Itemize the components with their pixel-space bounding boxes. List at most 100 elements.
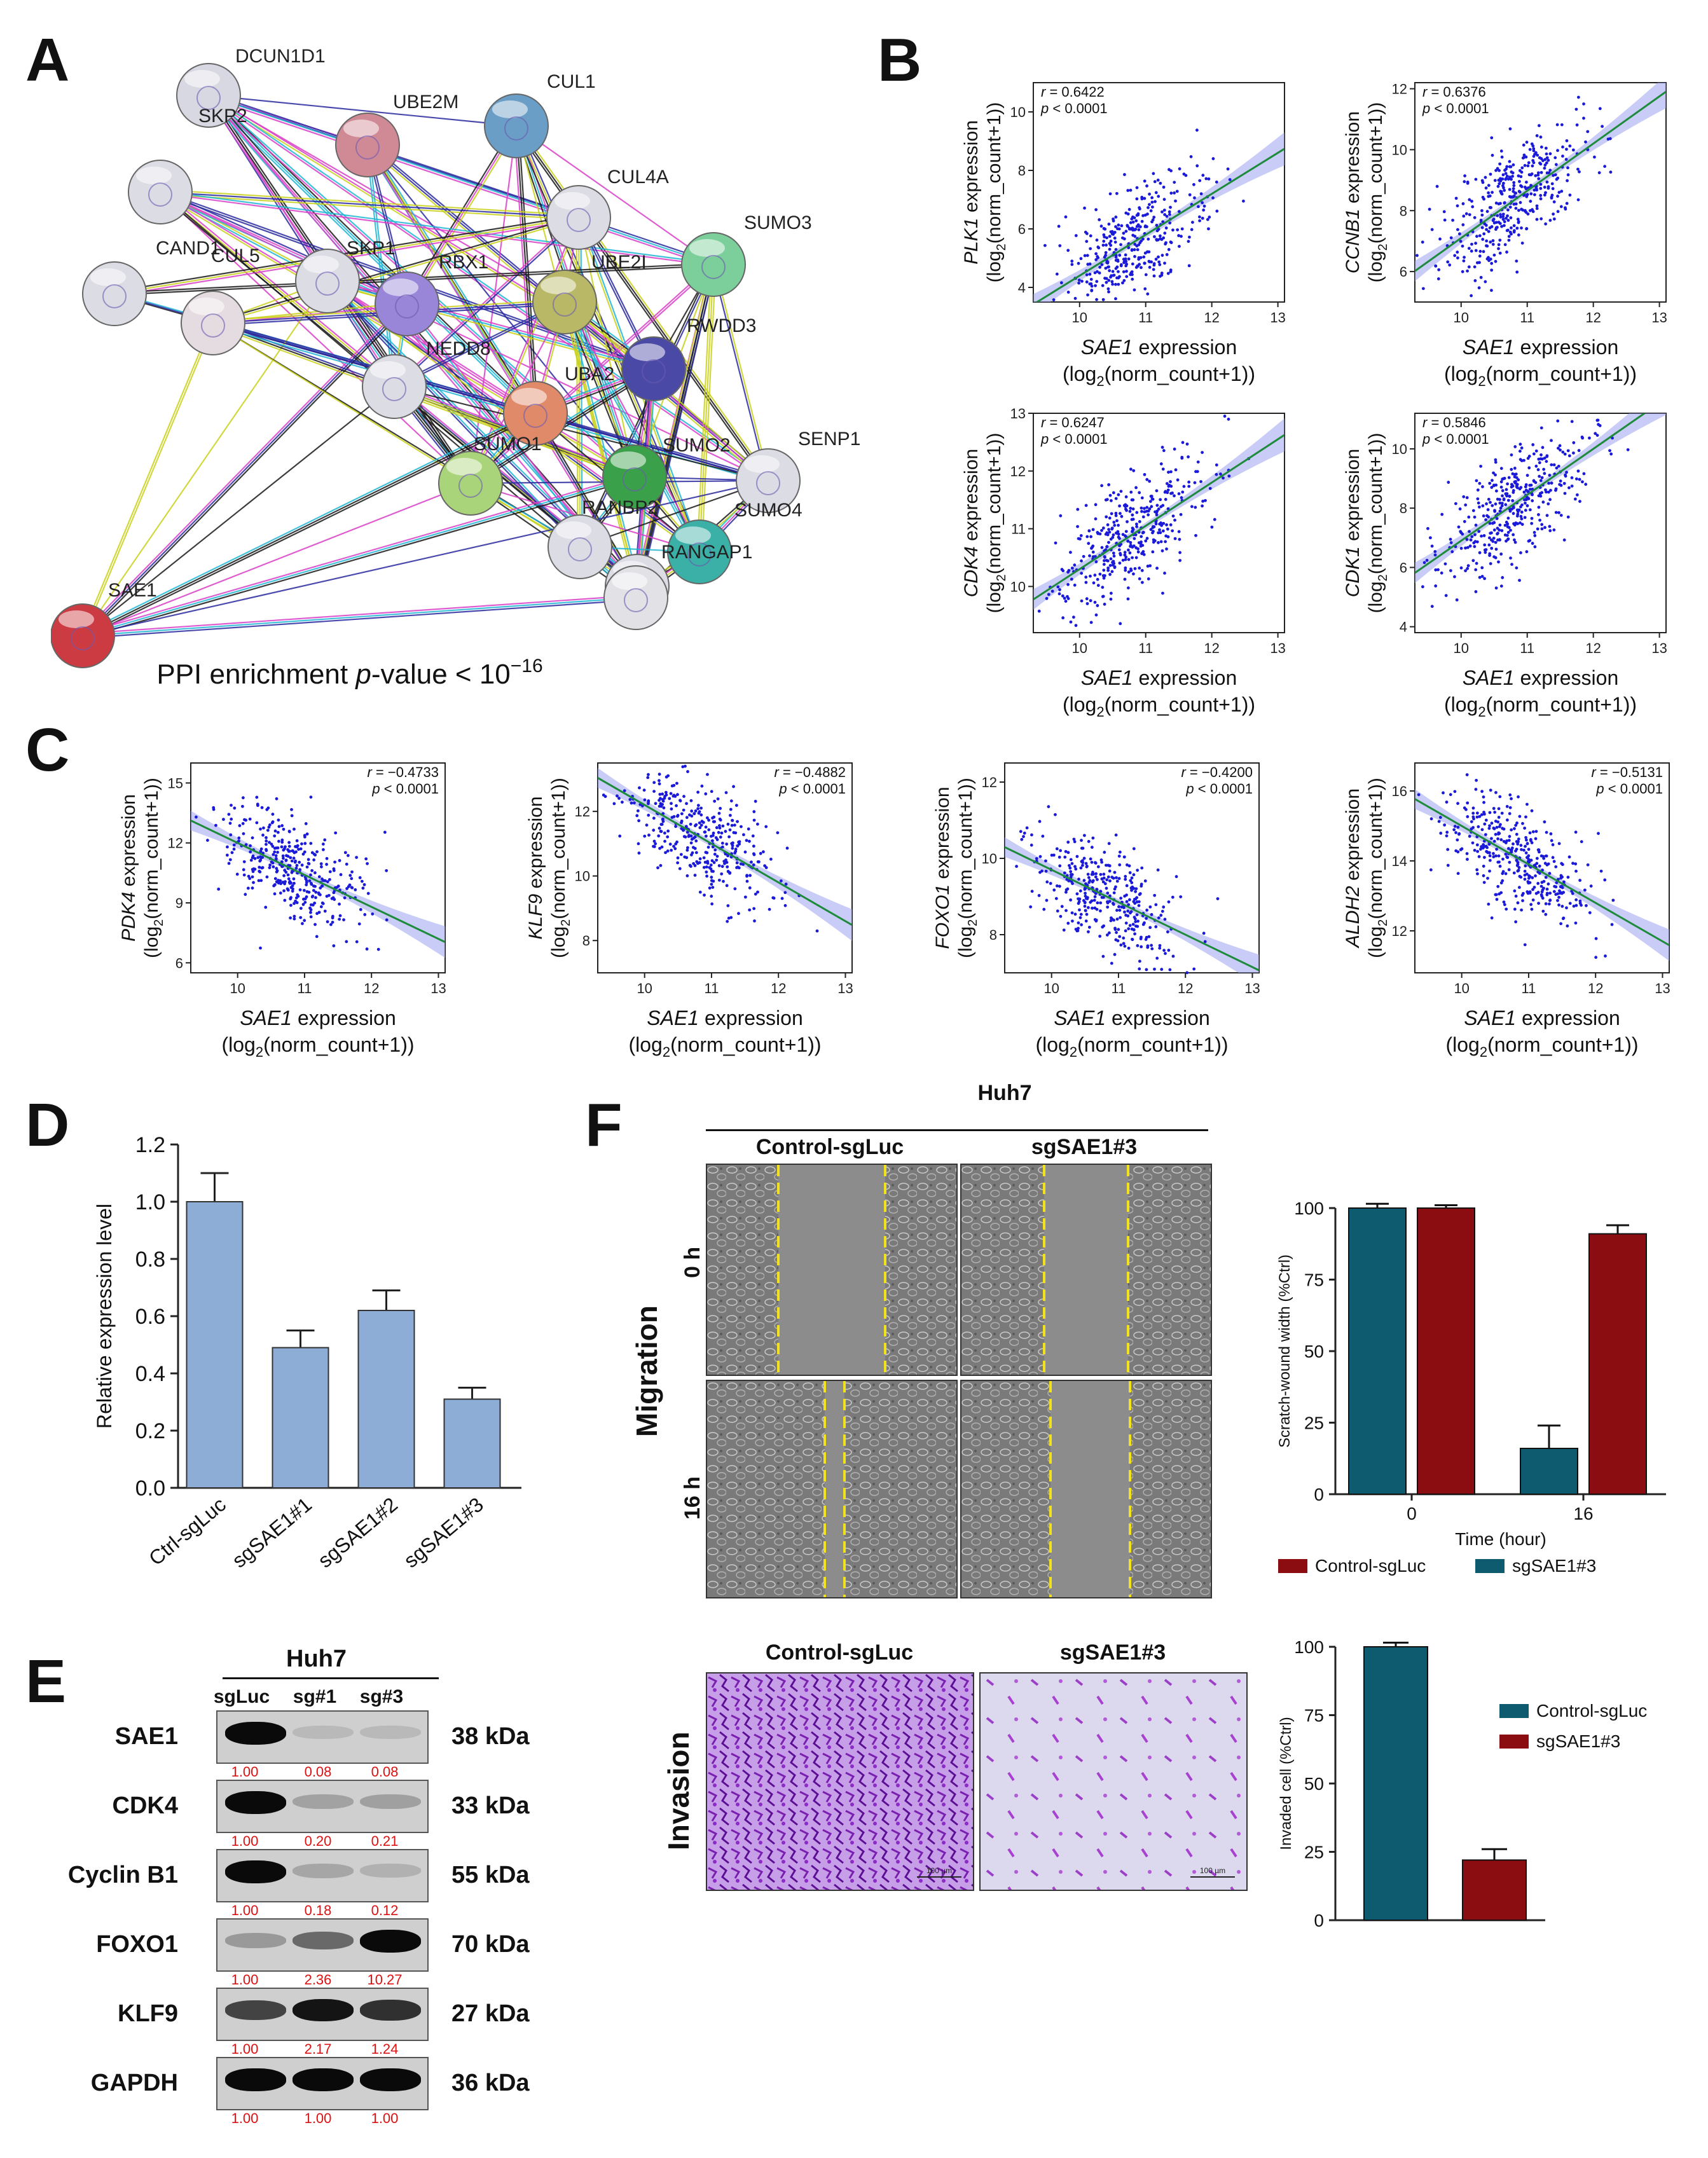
y-axis-unit: (log2(norm_count+1)) <box>984 102 1009 283</box>
scatter-point <box>1456 256 1459 260</box>
scatter-point <box>1082 554 1085 558</box>
scatter-point <box>1082 834 1086 837</box>
scatter-point <box>1532 530 1536 534</box>
scatter-point <box>1095 280 1099 284</box>
scatter-point <box>1503 903 1506 907</box>
scatter-point <box>1171 529 1174 533</box>
scatter-point <box>350 886 354 890</box>
scatter-point <box>1131 923 1135 926</box>
scatter-point <box>1215 463 1218 467</box>
scatter-point <box>1112 232 1115 236</box>
scatter-point <box>1135 900 1139 904</box>
scatter-point <box>309 795 313 799</box>
scatter-point <box>1528 831 1532 835</box>
scatter-point <box>1073 296 1077 300</box>
scatter-point <box>1505 165 1509 168</box>
scatter-point <box>1501 489 1505 493</box>
scatter-point <box>1517 209 1520 212</box>
scatter-point <box>715 826 719 830</box>
scatter-point <box>1115 519 1119 523</box>
scatter-point <box>1442 791 1445 795</box>
scatter-point <box>1476 488 1480 492</box>
scatter-point <box>1459 546 1463 550</box>
r-value: r = −0.5131 <box>1591 764 1663 780</box>
scatter-point <box>1117 282 1120 286</box>
ppi-node-label: RANGAP1 <box>661 542 752 563</box>
scatter-point <box>1154 903 1158 907</box>
scatter-point <box>1436 277 1440 280</box>
scatter-point <box>699 806 703 810</box>
scatter-point <box>305 879 308 883</box>
scatter-point <box>1520 170 1524 174</box>
scatter-point <box>1508 160 1512 163</box>
scatter-point <box>1146 945 1150 949</box>
scatter-point <box>759 851 762 855</box>
scatter-point <box>699 823 703 827</box>
scatter-point <box>726 904 730 907</box>
x-tick-label: sgSAE1#1 <box>228 1493 316 1572</box>
scatter-point <box>276 880 280 884</box>
scatter-point <box>1498 168 1501 172</box>
scatter-point <box>1512 184 1516 188</box>
scatter-point <box>1565 471 1568 474</box>
y-tick-label: 12 <box>1010 464 1026 479</box>
scatter-point <box>286 848 290 851</box>
scatter-point <box>688 863 692 867</box>
scatter-point <box>1584 483 1588 486</box>
scatter-point <box>1470 200 1473 203</box>
x-tick-label: 12 <box>1204 310 1219 326</box>
scatter-point <box>1513 889 1517 893</box>
scatter-point <box>698 861 701 865</box>
scatter-point <box>273 834 277 838</box>
scatter-point <box>265 848 268 851</box>
scatter-point <box>686 770 689 773</box>
scatter-point <box>1508 509 1512 513</box>
scatter-point <box>1185 442 1189 446</box>
ppi-node-structure <box>624 588 648 612</box>
scatter-point <box>1069 870 1073 874</box>
scatter-point <box>734 848 738 851</box>
scatter-point <box>1557 842 1561 846</box>
scatter-point <box>1466 801 1470 805</box>
scatter-point <box>1211 157 1215 160</box>
scatter-point <box>1180 496 1183 500</box>
scatter-point <box>1486 876 1489 880</box>
scatter-point <box>715 855 719 858</box>
scatter-point <box>1120 224 1124 228</box>
scatter-point <box>710 859 714 863</box>
confidence-band <box>1415 789 1669 961</box>
scatter-point <box>1484 175 1487 179</box>
scatter-point <box>1444 594 1448 598</box>
scatter-point <box>1159 521 1162 525</box>
scatter-point <box>1576 198 1580 202</box>
scatter-point <box>724 791 728 795</box>
scatter-point <box>1102 872 1106 876</box>
scatter-point <box>1546 882 1550 886</box>
scatter-point <box>1116 939 1120 943</box>
scatter-point <box>1045 880 1049 884</box>
scatter-point <box>676 793 679 797</box>
scatter-point <box>1470 294 1473 298</box>
scatter-point <box>710 883 713 886</box>
y-tick-label: 10 <box>982 851 997 867</box>
scatter-point <box>268 863 272 867</box>
scatter-point <box>281 881 285 884</box>
scatter-point <box>1519 486 1523 490</box>
scatter-point <box>1531 888 1534 891</box>
scatter-point <box>1548 474 1552 477</box>
scatter-point <box>1543 186 1546 189</box>
ppi-edge <box>82 303 408 636</box>
ppi-edge <box>82 386 395 636</box>
scatter-point <box>751 834 755 838</box>
scatter-point <box>690 809 694 813</box>
scatter-point <box>1112 520 1116 524</box>
scatter-point <box>643 798 647 802</box>
scatter-point <box>332 867 336 870</box>
scatter-point <box>1127 226 1131 230</box>
scatter-point <box>287 829 291 833</box>
scatter-point <box>1198 215 1201 219</box>
scatter-point <box>1109 591 1113 595</box>
scatter-point <box>273 877 277 881</box>
